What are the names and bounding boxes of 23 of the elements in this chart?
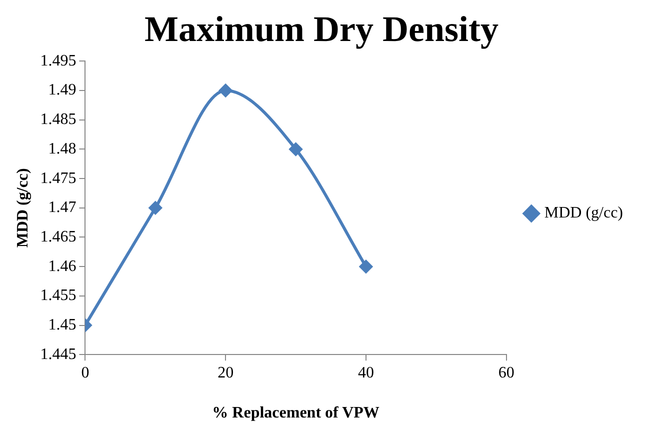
x-tick-label: 60 <box>498 364 514 382</box>
x-axis-title: % Replacement of VPW <box>212 404 380 422</box>
point <box>289 142 302 156</box>
point <box>148 201 162 214</box>
y-tick-label: 1.465 <box>40 228 76 246</box>
x-tick-label: 20 <box>218 364 234 382</box>
y-axis-title: MDD (g/cc) <box>14 168 32 248</box>
point <box>359 260 372 274</box>
y-tick-label: 1.485 <box>40 111 76 128</box>
y-tick-label: 1.475 <box>40 170 76 187</box>
y-tick-label: 1.45 <box>48 316 76 334</box>
y-tick-label: 1.455 <box>40 287 76 304</box>
x-tick-label: 40 <box>358 364 374 382</box>
y-tick-label: 1.48 <box>48 140 76 158</box>
point <box>219 84 232 98</box>
y-tick-label: 1.47 <box>48 199 76 216</box>
y-tick-label: 1.49 <box>48 82 76 99</box>
legend-label: MDD (g/cc) <box>544 204 623 222</box>
y-tick-label: 1.445 <box>40 346 76 363</box>
x-tick-label: 0 <box>81 364 90 382</box>
y-tick-label: 1.46 <box>48 258 76 275</box>
y-tick-label: 1.495 <box>40 52 76 70</box>
chart-title: Maximum Dry Density <box>144 8 498 49</box>
